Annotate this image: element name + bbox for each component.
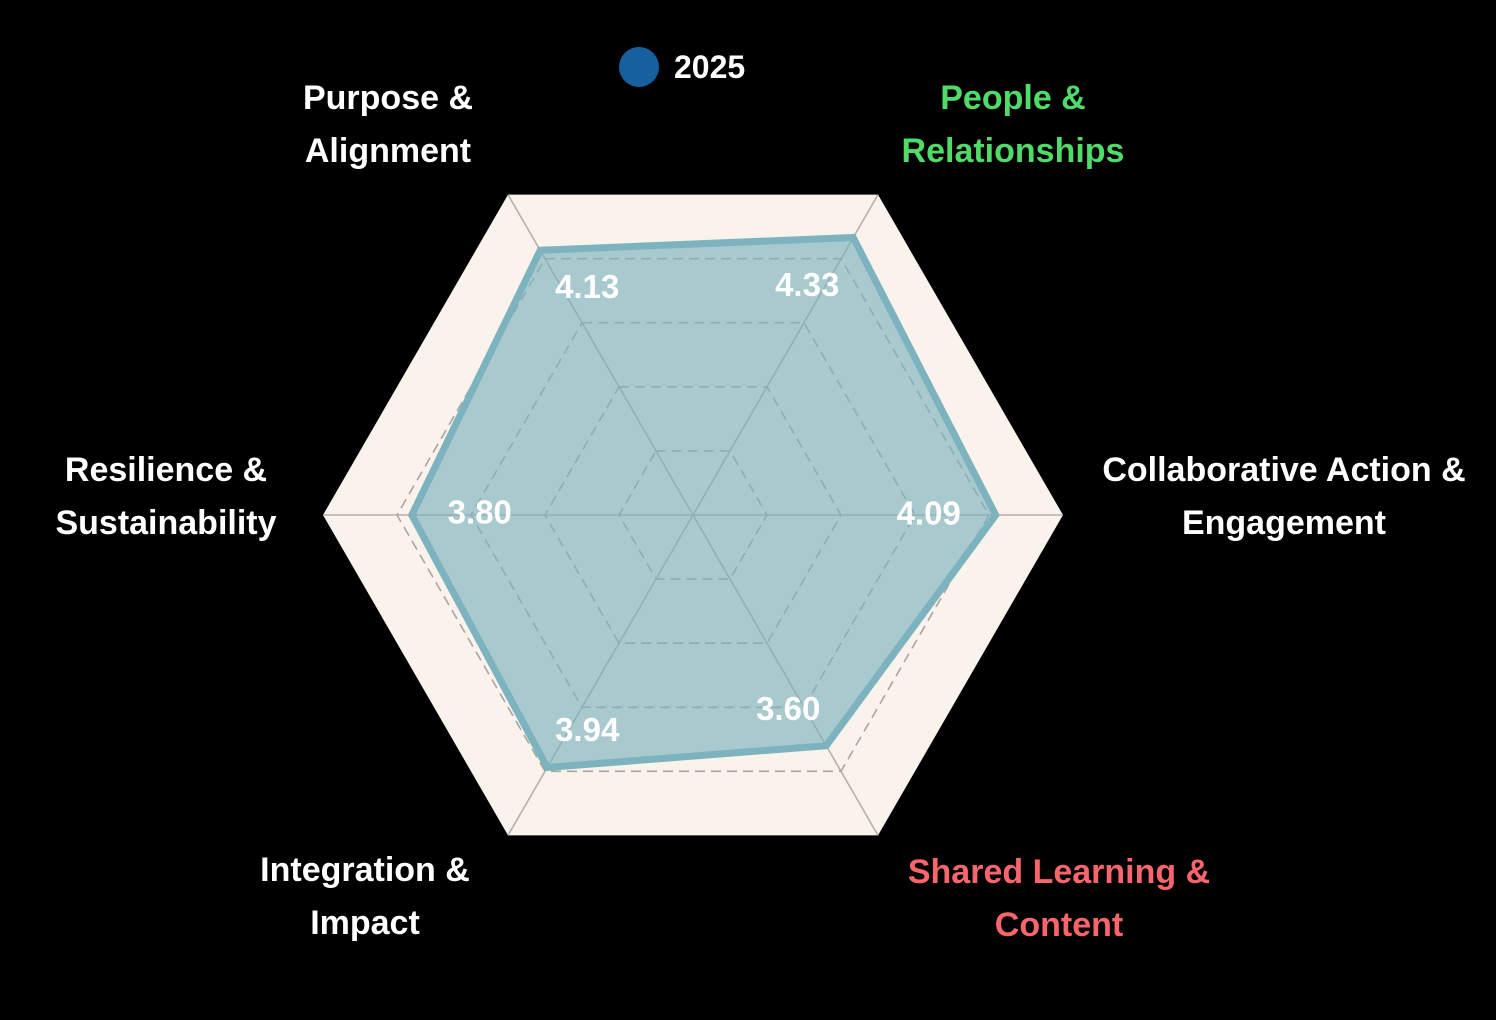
axis-label-line: Engagement bbox=[1181, 504, 1387, 542]
value-label: 3.60 bbox=[756, 690, 820, 727]
legend-label: 2025 bbox=[674, 49, 746, 85]
axis-label-line: Alignment bbox=[304, 132, 472, 170]
axis-label-line: Impact bbox=[310, 904, 420, 942]
axis-label-line: Purpose & bbox=[302, 79, 474, 117]
axis-label-shared-learning-content: Shared Learning & Content bbox=[908, 846, 1210, 952]
axis-label-line: Sustainability bbox=[55, 504, 277, 542]
axis-label-line: People & bbox=[940, 79, 1086, 117]
axis-label-purpose-alignment: Purpose & Alignment bbox=[303, 72, 473, 178]
axis-label-people-relationships: People & Relationships bbox=[902, 72, 1125, 178]
value-label: 4.13 bbox=[555, 268, 619, 305]
legend-dot bbox=[619, 47, 659, 87]
axis-label-line: Relationships bbox=[901, 132, 1125, 170]
axis-label-resilience-sustainability: Resilience & Sustainability bbox=[55, 444, 276, 550]
value-label: 4.09 bbox=[897, 495, 961, 532]
legend[interactable]: 2025 bbox=[619, 47, 745, 87]
axis-label-integration-impact: Integration & Impact bbox=[260, 844, 470, 950]
data-polygon-2025 bbox=[407, 233, 1000, 772]
axis-label-collaborative-action-engagement: Collaborative Action & Engagement bbox=[1102, 444, 1465, 550]
axis-label-line: Resilience & bbox=[64, 451, 268, 489]
value-label: 3.80 bbox=[448, 494, 512, 531]
value-label: 3.94 bbox=[555, 711, 620, 748]
axis-label-line: Content bbox=[994, 906, 1124, 944]
axis-label-line: Collaborative Action & bbox=[1102, 451, 1466, 489]
axis-label-line: Shared Learning & bbox=[907, 853, 1211, 891]
axis-label-line: Integration & bbox=[260, 851, 470, 889]
value-label: 4.33 bbox=[775, 266, 839, 303]
